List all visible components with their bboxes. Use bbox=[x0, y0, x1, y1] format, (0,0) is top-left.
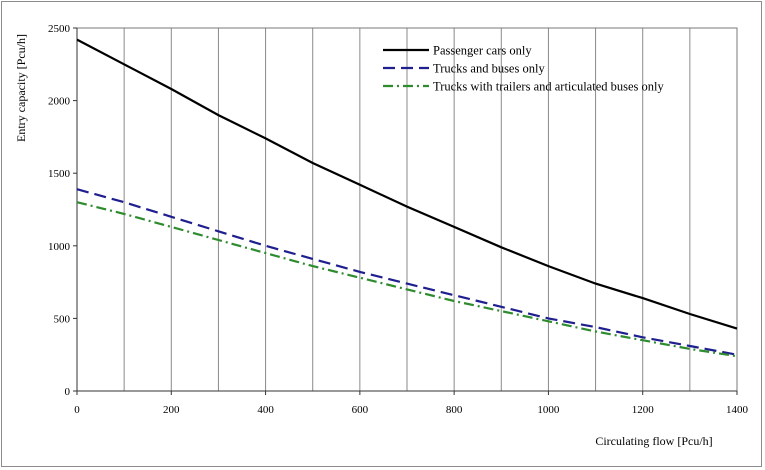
y-tick-label: 1500 bbox=[48, 168, 71, 180]
x-tick-labels: 0 200 400 600 800 1000 1200 1400 bbox=[74, 391, 749, 416]
x-tick-label: 1000 bbox=[537, 404, 560, 416]
series-line-3 bbox=[76, 201, 738, 358]
x-tick-label: 600 bbox=[352, 404, 369, 416]
axes bbox=[76, 27, 738, 392]
y-tick-label: 500 bbox=[54, 313, 71, 325]
series-lines bbox=[76, 38, 738, 358]
series-line-1 bbox=[76, 38, 738, 330]
y-tick-label: 2000 bbox=[48, 96, 71, 108]
y-axis-title: Entry capacity [Pcu/h] bbox=[14, 34, 28, 142]
x-tick-label: 1200 bbox=[632, 404, 655, 416]
legend-label-1: Passenger cars only bbox=[433, 44, 532, 58]
series-line-2 bbox=[76, 188, 738, 356]
y-tick-label: 2500 bbox=[48, 23, 71, 35]
legend-label-2: Trucks and buses only bbox=[433, 62, 545, 76]
x-tick-label: 400 bbox=[257, 404, 274, 416]
x-tick-label: 800 bbox=[446, 404, 463, 416]
x-tick-label: 200 bbox=[163, 404, 180, 416]
x-tick-label: 0 bbox=[74, 404, 80, 416]
x-axis-title: Circulating flow [Pcu/h] bbox=[595, 434, 712, 448]
y-tick-label: 0 bbox=[65, 386, 71, 398]
x-tick-label: 1400 bbox=[726, 404, 749, 416]
legend-label-3: Trucks with trailers and articulated bus… bbox=[433, 80, 664, 94]
y-tick-label: 1000 bbox=[48, 241, 71, 253]
legend: Passenger cars only Trucks and buses only… bbox=[383, 44, 664, 94]
y-tick-labels: 0 500 1000 1500 2000 2500 bbox=[48, 23, 77, 398]
